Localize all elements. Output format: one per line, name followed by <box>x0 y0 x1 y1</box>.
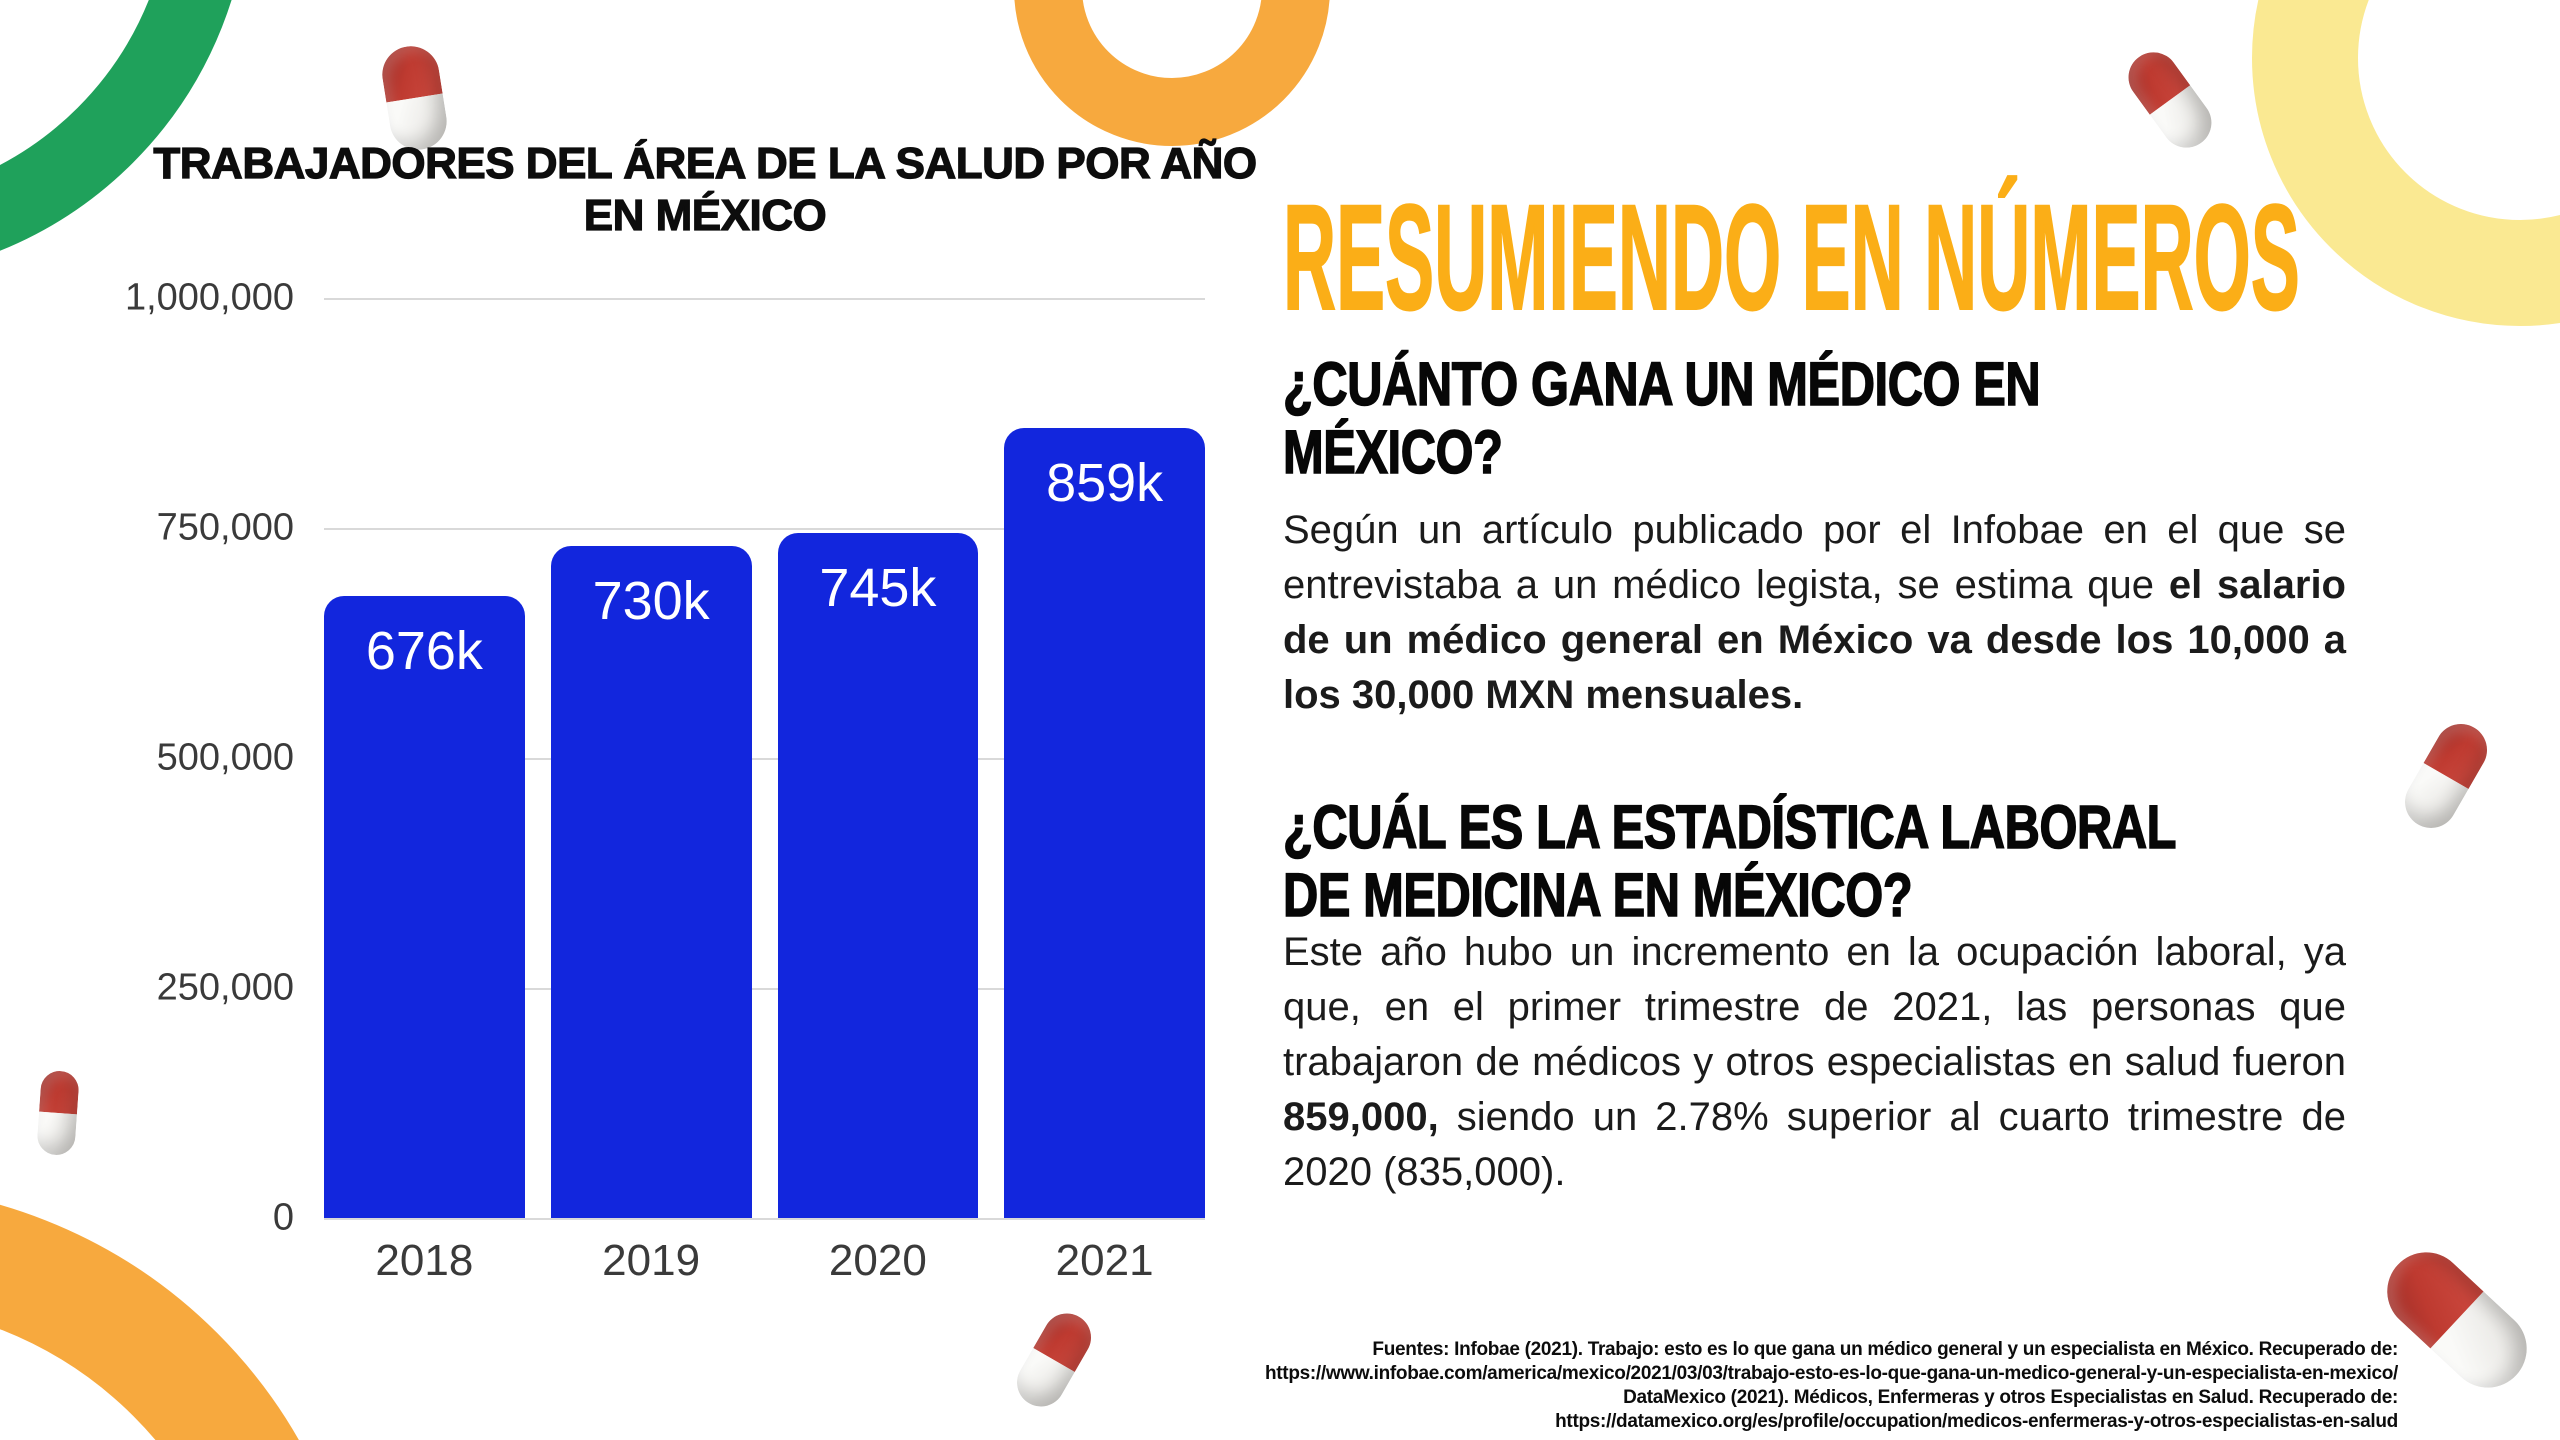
x-tick-label: 2019 <box>602 1236 701 1285</box>
answer-text: Según un artículo publicado por el Infob… <box>1283 508 2346 607</box>
answer-text: siendo un 2.78% superior al cuarto trime… <box>1283 1095 2346 1194</box>
x-tick-label: 2018 <box>375 1236 474 1285</box>
chart-title: TRABAJADORES DEL ÁREA DE LA SALUD POR AÑ… <box>150 138 1260 242</box>
x-tick-label: 2021 <box>1055 1236 1154 1285</box>
sources-fine-print: Fuentes: Infobae (2021). Trabajo: esto e… <box>1264 1339 2398 1432</box>
y-tick-label: 500,000 <box>156 736 294 779</box>
gridline-baseline <box>324 1218 1205 1220</box>
pill-icon <box>1008 1304 1100 1416</box>
answer-text-bold: 859,000, <box>1283 1095 1439 1139</box>
bar-value-label: 745k <box>819 557 937 618</box>
x-axis-labels: 2018 2019 2020 2021 <box>324 1236 1205 1286</box>
gridline <box>324 988 1205 990</box>
bar-chart-plot-area: 676k 730k 745k 859k <box>324 298 1205 1220</box>
bar-group: 676k 730k 745k 859k <box>324 298 1205 1218</box>
gridline <box>324 758 1205 760</box>
gridline <box>324 298 1205 300</box>
bar-2018: 676k <box>324 596 525 1218</box>
answer-text: Este año hubo un incremento en la ocupac… <box>1283 930 2346 1084</box>
bar-2021: 859k <box>1004 427 1205 1218</box>
y-tick-label: 250,000 <box>156 966 294 1009</box>
y-tick-label: 0 <box>272 1196 294 1239</box>
orange-ring-bottom-decoration <box>0 1185 365 1440</box>
y-tick-label: 750,000 <box>156 506 294 549</box>
orange-ring-top-decoration <box>1014 0 1330 146</box>
bar-value-label: 676k <box>365 621 483 682</box>
gridline <box>324 528 1205 530</box>
y-axis-labels: 1,000,000 750,000 500,000 250,000 0 <box>0 277 294 1239</box>
answer-paragraph-salary: Según un artículo publicado por el Infob… <box>1283 503 2346 723</box>
bar-value-label: 730k <box>592 571 710 632</box>
answer-text-bold: el salario de un médico general en Méxic… <box>1283 563 2346 717</box>
question-heading-statistics: ¿CUÁL ES LA ESTADÍSTICA LABORAL DE MEDIC… <box>1282 792 2177 930</box>
question-heading-salary: ¿CUÁNTO GANA UN MÉDICO EN MÉXICO? <box>1282 349 2041 487</box>
answer-paragraph-statistics: Este año hubo un incremento en la ocupac… <box>1283 925 2346 1200</box>
pill-icon <box>2395 714 2497 838</box>
chart-title-line2: EN MÉXICO <box>583 190 827 240</box>
bar-2020: 745k <box>777 532 979 1218</box>
bar-2019: 730k <box>550 546 752 1218</box>
chart-title-line1: TRABAJADORES DEL ÁREA DE LA SALUD POR AÑ… <box>153 138 1258 188</box>
x-tick-label: 2020 <box>828 1236 927 1285</box>
page-title: RESUMIENDO EN NÚMEROS <box>1283 173 2301 341</box>
pill-icon <box>2118 42 2222 158</box>
bar-value-label: 859k <box>1046 452 1164 513</box>
y-tick-label: 1,000,000 <box>124 276 294 319</box>
